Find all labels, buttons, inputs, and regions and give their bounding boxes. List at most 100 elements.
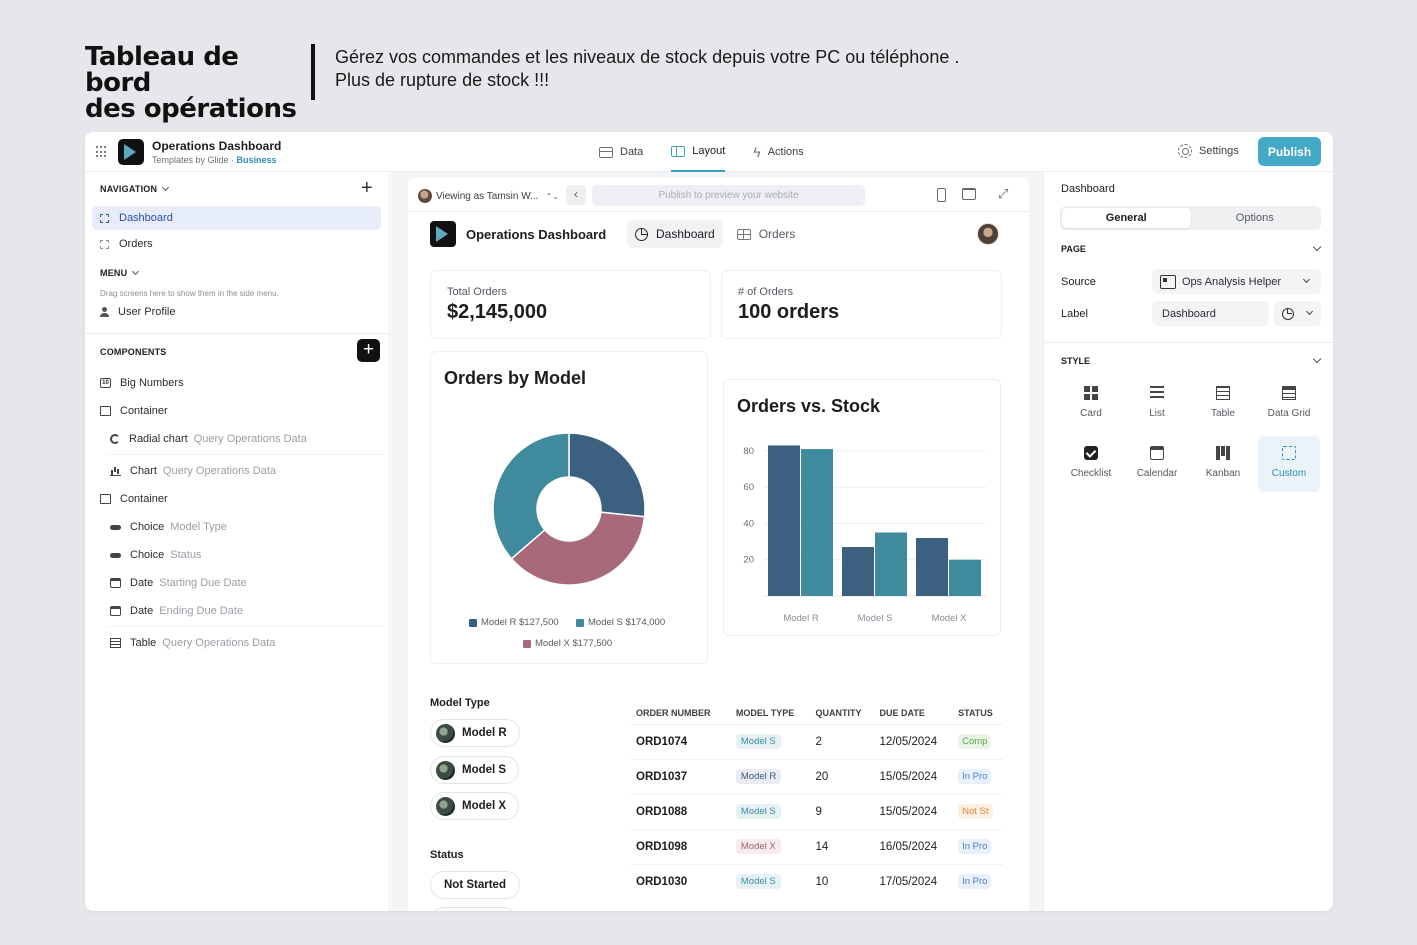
table-row[interactable]: ORD1074 Model S 2 12/05/2024 Comp <box>631 723 1003 759</box>
back-button[interactable]: ‹ <box>566 185 586 205</box>
style-option-calendar[interactable]: Calendar <box>1126 436 1188 492</box>
component-container[interactable]: Container <box>100 400 168 422</box>
model-type-choice-x[interactable]: Model X <box>430 792 520 820</box>
column-header[interactable]: DUE DATE <box>879 707 925 718</box>
divider <box>107 454 382 455</box>
table-icon <box>110 638 121 648</box>
chevron-updown-icon: ⌃⌄ <box>545 191 559 201</box>
settings-button[interactable]: Settings <box>1178 144 1239 158</box>
car-thumbnail-icon <box>436 723 455 743</box>
custom-style-icon <box>1282 446 1296 460</box>
style-label: List <box>1149 408 1165 419</box>
bar-chart: 20 40 60 80 Model R Model S Model X <box>743 445 986 624</box>
status-choice-not-started[interactable]: Not Started <box>430 871 520 899</box>
settings-label: Settings <box>1199 145 1239 157</box>
choice-label: Model R <box>462 727 507 739</box>
list-style-icon <box>1150 386 1164 400</box>
top-tabs: Data Layout ϟ Actions <box>599 132 804 172</box>
chevron-down-icon[interactable] <box>1312 354 1322 364</box>
column-header[interactable]: MODEL TYPE <box>735 707 795 718</box>
components-label: COMPONENTS <box>100 347 167 357</box>
component-source: Starting Due Date <box>159 577 247 589</box>
desktop-icon[interactable] <box>962 188 976 200</box>
choice-label: Model S <box>462 764 507 776</box>
nav-item-orders[interactable]: Orders <box>92 232 381 256</box>
add-component-button[interactable]: + <box>357 339 380 362</box>
site-title: Operations Dashboard <box>466 227 607 242</box>
component-table[interactable]: Table Query Operations Data <box>110 632 275 654</box>
site-nav: Dashboard Orders <box>627 220 803 248</box>
component-container[interactable]: Container <box>100 488 168 510</box>
tab-actions[interactable]: ϟ Actions <box>753 132 804 172</box>
screen-icon <box>100 213 109 223</box>
style-option-list[interactable]: List <box>1126 376 1188 432</box>
component-choice-status[interactable]: Choice Status <box>110 544 201 566</box>
column-header[interactable]: STATUS <box>958 707 993 718</box>
tab-general[interactable]: General <box>1062 208 1191 228</box>
column-header[interactable]: QUANTITY <box>815 707 862 718</box>
style-option-card[interactable]: Card <box>1060 376 1122 432</box>
source-select[interactable]: Ops Analysis Helper <box>1152 269 1321 294</box>
pie-slice-model-r <box>568 432 646 518</box>
model-type-choice-r[interactable]: Model R <box>430 719 520 747</box>
status-choice[interactable] <box>430 907 517 911</box>
car-thumbnail-icon <box>436 760 455 780</box>
nav-item-dashboard[interactable]: Dashboard <box>92 206 381 230</box>
table-row[interactable]: ORD1030 Model S 10 17/05/2024 In Pro <box>631 863 1003 899</box>
site-nav-orders[interactable]: Orders <box>729 220 804 248</box>
tab-data[interactable]: Data <box>599 132 643 172</box>
stat-card-order-count: # of Orders 100 orders <box>721 270 1002 339</box>
menu-item-user-profile[interactable]: User Profile <box>100 306 175 318</box>
table-row[interactable]: ORD1037 Model R 20 15/05/2024 In Pro <box>631 758 1003 794</box>
top-bar: Operations Dashboard Templates by Glide … <box>85 132 1333 172</box>
gear-icon <box>1178 144 1192 158</box>
component-date-ending[interactable]: Date Ending Due Date <box>110 600 243 622</box>
add-screen-plus-icon[interactable]: + <box>361 177 373 199</box>
status-cell: In Pro <box>953 828 1003 864</box>
phone-icon[interactable] <box>937 188 946 202</box>
legend-swatch <box>523 639 531 648</box>
status-cell: Comp <box>953 723 1003 759</box>
table-row[interactable]: ORD1088 Model S 9 15/05/2024 Not St <box>631 793 1003 829</box>
style-option-data-grid[interactable]: Data Grid <box>1258 376 1320 432</box>
column-header[interactable]: ORDER NUMBER <box>636 707 711 718</box>
label-icon-picker[interactable] <box>1274 301 1321 326</box>
component-big-numbers[interactable]: 10 Big Numbers <box>100 372 184 394</box>
component-radial-chart[interactable]: Radial chart Query Operations Data <box>110 428 307 450</box>
bar-model-s-series-1 <box>875 532 907 596</box>
navigation-section-header[interactable]: NAVIGATION <box>100 183 170 194</box>
stat-card-total-orders: Total Orders $2,145,000 <box>430 270 711 339</box>
component-name: Choice <box>130 549 165 561</box>
style-option-kanban[interactable]: Kanban <box>1192 436 1254 492</box>
label-input[interactable]: Dashboard <box>1152 301 1269 326</box>
publish-button[interactable]: Publish <box>1258 137 1321 166</box>
x-tick-label: Model S <box>858 613 893 624</box>
tab-options[interactable]: Options <box>1235 212 1274 224</box>
stat-label: # of Orders <box>738 286 794 298</box>
chevron-down-icon[interactable] <box>1312 242 1322 252</box>
model-tag: Model S <box>735 874 781 890</box>
viewing-as-selector[interactable]: Viewing as Tamsin W... ⌃⌄ <box>418 189 559 203</box>
style-option-checklist[interactable]: Checklist <box>1060 436 1122 492</box>
site-nav-dashboard[interactable]: Dashboard <box>627 220 723 248</box>
menu-section-header[interactable]: MENU <box>100 267 140 278</box>
legend-label: Model X $177,500 <box>535 638 613 649</box>
model-type-choice-s[interactable]: Model S <box>430 756 520 784</box>
apps-grid-icon[interactable] <box>96 146 108 158</box>
expand-icon[interactable]: ⤢ <box>998 186 1009 201</box>
kanban-style-icon <box>1216 446 1230 460</box>
component-name: Big Numbers <box>120 377 184 389</box>
table-row[interactable]: ORD1098 Model X 14 16/05/2024 In Pro <box>631 828 1003 864</box>
component-chart[interactable]: Chart Query Operations Data <box>110 460 276 482</box>
component-date-starting[interactable]: Date Starting Due Date <box>110 572 247 594</box>
component-choice-model-type[interactable]: Choice Model Type <box>110 516 227 538</box>
tab-layout[interactable]: Layout <box>671 132 726 172</box>
preview-url-field[interactable]: Publish to preview your website <box>592 185 865 206</box>
style-option-table[interactable]: Table <box>1192 376 1254 432</box>
model-tag: Model R <box>735 769 782 784</box>
choice-label: Model X <box>462 800 507 812</box>
bolt-icon: ϟ <box>753 144 761 160</box>
style-option-custom[interactable]: Custom <box>1258 436 1320 492</box>
avatar[interactable] <box>977 223 999 245</box>
site-logo <box>430 221 456 247</box>
